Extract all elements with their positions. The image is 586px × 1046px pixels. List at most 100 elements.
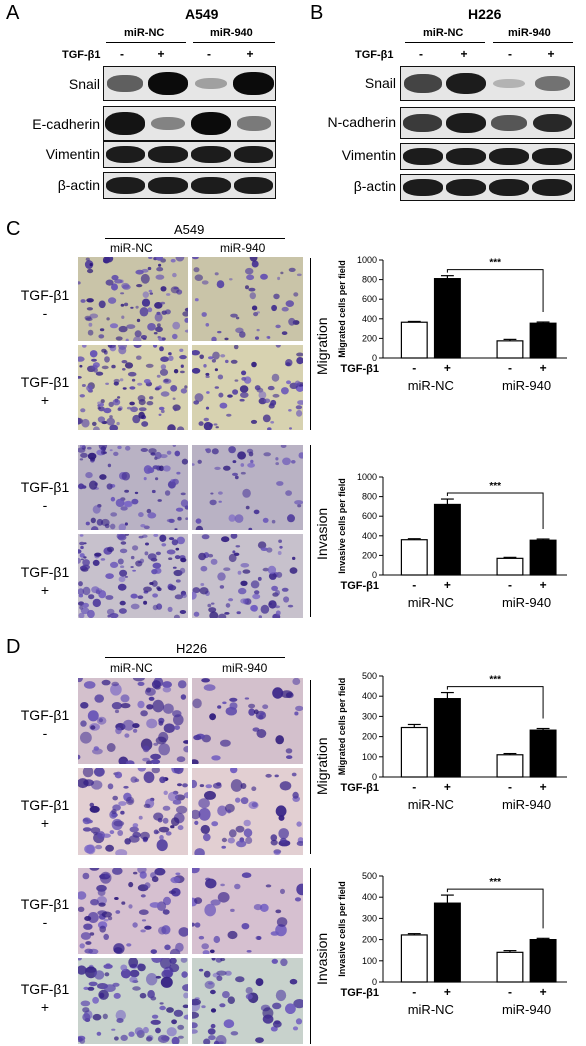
blot-band [105, 146, 146, 163]
panel-b-cell-line: H226 [468, 6, 502, 22]
y-tick-label: 200 [362, 550, 377, 560]
panel-b-sign: + [547, 47, 555, 61]
y-axis-label: Migrated cells per field [337, 678, 347, 776]
blot-band [532, 179, 573, 196]
tgf-label: TGF-β1 [341, 987, 380, 999]
panel-d-cell-line: H226 [176, 641, 208, 656]
y-tick-label: 300 [362, 711, 377, 721]
group-label: miR-940 [502, 378, 551, 393]
panel-c-invasion-bracket [310, 445, 311, 617]
panel-b-group-1-line [405, 42, 485, 43]
blot-band [194, 77, 227, 90]
panel-d-micrograph [78, 768, 188, 855]
panel-d-row-label: TGF-β1 + [20, 981, 70, 1015]
panel-d-title-line [105, 657, 285, 658]
blot-band [402, 148, 443, 165]
panel-b-blot-beta-actin [400, 174, 575, 201]
blot-band [148, 177, 188, 194]
group-label: miR-940 [502, 797, 551, 812]
panel-d-micrograph [192, 958, 303, 1044]
panel-b-protein-label: Vimentin [341, 147, 396, 163]
chart-d-migration: 0 100 200 300 400 500 Migrated cells per field… [337, 671, 567, 812]
treatment-sign: - [412, 985, 416, 999]
y-tick-label: 200 [362, 732, 377, 742]
panel-a-sign: + [157, 47, 165, 61]
panel-d-side-label: Invasion [314, 932, 330, 985]
y-tick-label: 400 [362, 314, 377, 324]
blot-band [403, 114, 442, 132]
y-tick-label: 200 [362, 935, 377, 945]
group-label: miR-NC [408, 797, 454, 812]
panel-d-micrograph [192, 768, 303, 855]
panel-b-tgf-label: TGF-β1 [355, 49, 394, 61]
panel-c-micrograph [78, 257, 188, 341]
blot-band [532, 113, 573, 133]
bar [529, 322, 557, 359]
treatment-sign: - [508, 578, 512, 592]
panel-a-sign: - [207, 47, 211, 61]
blot-band [191, 146, 231, 163]
panel-a-group-1: miR-NC [124, 27, 165, 39]
bar [433, 698, 461, 778]
blot-band [445, 113, 486, 133]
y-tick-label: 500 [362, 871, 377, 881]
blot-band [151, 116, 185, 131]
treatment-sign: - [508, 361, 512, 375]
panel-a-cell-line: A549 [185, 6, 219, 22]
y-tick-label: 400 [362, 531, 377, 541]
group-label: miR-NC [408, 1002, 454, 1017]
significance-bracket [446, 686, 544, 719]
panel-a-group-2-line [193, 42, 275, 43]
blot-band [490, 115, 528, 131]
bar [529, 938, 557, 983]
significance-bracket [446, 269, 544, 313]
panel-a-protein-label: β-actin [57, 177, 100, 193]
treatment-sign: - [412, 578, 416, 592]
y-tick-label: 400 [362, 691, 377, 701]
y-tick-label: 300 [362, 913, 377, 923]
panel-d-migration-bracket [310, 680, 311, 854]
panel-c-letter: C [6, 218, 21, 240]
blot-band [148, 146, 188, 163]
chart-d-invasion: 0 100 200 300 400 500 Invasive cells per field… [337, 871, 567, 1017]
panel-b-protein-label: β-actin [353, 178, 396, 194]
panel-a-protein-label: Vimentin [45, 146, 100, 162]
panel-d-invasion-bracket [310, 868, 311, 1044]
panel-c-micrograph [192, 534, 303, 618]
panel-c-side-label: Invasion [314, 507, 330, 560]
panel-b-sign: - [419, 47, 423, 61]
blot-band [191, 177, 231, 194]
bar [433, 278, 461, 359]
panel-c-side-label: Migration [314, 317, 330, 375]
bar [529, 729, 557, 778]
blot-band [105, 112, 146, 135]
blot-band [403, 74, 442, 93]
panel-c-row-label: TGF-β1- [20, 479, 70, 513]
blot-band [534, 76, 570, 91]
y-tick-label: 1000 [357, 255, 377, 265]
panel-d-micrograph [192, 868, 303, 954]
panel-c-group-2: miR-940 [220, 241, 266, 255]
blot-band [445, 179, 486, 196]
y-tick-label: 800 [362, 275, 377, 285]
panel-a-group-2: miR-940 [210, 27, 253, 39]
group-label: miR-940 [502, 595, 551, 610]
panel-a-tgf-label: TGF-β1 [62, 49, 101, 61]
treatment-sign: - [508, 985, 512, 999]
panel-b-protein-label: Snail [364, 75, 396, 91]
panel-d-letter: D [6, 636, 21, 658]
bar [529, 539, 557, 576]
panel-b-letter: B [310, 2, 324, 24]
y-tick-label: 0 [372, 977, 377, 987]
panel-c-group-1: miR-NC [110, 241, 153, 255]
bar [496, 754, 524, 778]
y-tick-label: 100 [362, 956, 377, 966]
blot-band [489, 148, 530, 165]
panel-a-blot-beta-actin [103, 172, 276, 199]
y-tick-label: 400 [362, 892, 377, 902]
panel-c-row-label: TGF-β1 + [20, 564, 70, 598]
y-tick-label: 100 [362, 752, 377, 762]
blot-band [233, 146, 274, 163]
bar [496, 951, 524, 983]
panel-a-group-1-line [106, 42, 186, 43]
